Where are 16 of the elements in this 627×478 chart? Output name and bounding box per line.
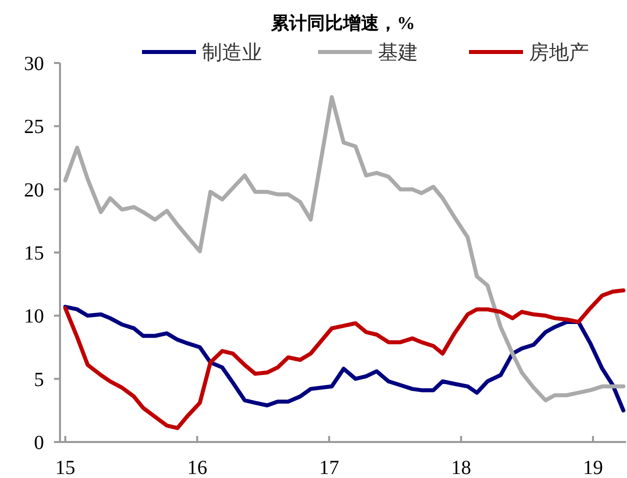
x-tick-label: 17 <box>319 457 340 478</box>
x-tick-label: 15 <box>55 457 76 478</box>
legend-label: 房地产 <box>529 42 589 64</box>
x-tick-label: 19 <box>583 457 604 478</box>
y-tick-label: 10 <box>24 306 44 328</box>
y-tick-label: 15 <box>24 242 44 264</box>
y-tick-label: 30 <box>24 53 44 75</box>
legend-label: 基建 <box>378 42 418 64</box>
legend-label: 制造业 <box>202 42 262 64</box>
y-tick-label: 5 <box>34 368 44 391</box>
x-tick-label: 18 <box>451 457 472 478</box>
y-tick-label: 0 <box>34 432 44 454</box>
y-tick-label: 20 <box>24 179 44 202</box>
chart-title: 累计同比增速，% <box>270 13 415 33</box>
y-tick-label: 25 <box>24 116 44 138</box>
x-tick-label: 16 <box>187 457 208 478</box>
